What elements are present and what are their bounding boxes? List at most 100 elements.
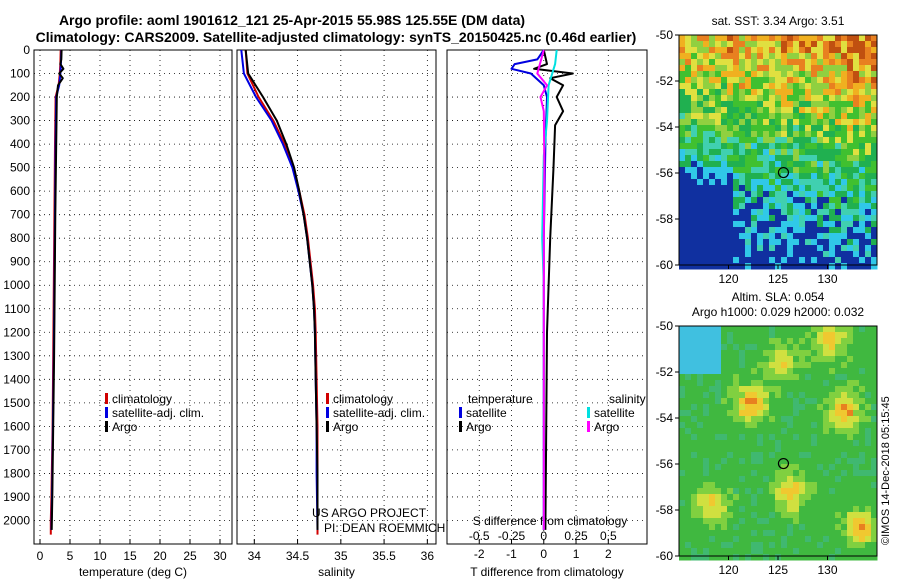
p-sst-cell — [817, 191, 824, 198]
p-sla-cell — [865, 428, 872, 435]
p-sst-cell — [859, 89, 866, 96]
p-sst-cell — [763, 89, 770, 96]
p-sst-cell — [865, 161, 872, 168]
p-sst-cell — [763, 143, 770, 150]
p-sla-cell — [817, 464, 824, 471]
p-sst-cell — [805, 233, 812, 240]
p-sst-cell — [757, 263, 764, 270]
p-sst-cell — [859, 77, 866, 84]
p-sla-cell — [757, 518, 764, 525]
p-sst-cell — [829, 191, 836, 198]
p-sla-cell — [781, 386, 788, 393]
p-sst-cell — [745, 257, 752, 264]
p-sla-cell — [823, 434, 830, 441]
p-sla-cell — [733, 362, 740, 369]
p-sla-cell — [817, 338, 824, 345]
p-sst-cell — [787, 41, 794, 48]
p-sla-cell — [811, 494, 818, 501]
p-sst-cell — [691, 89, 698, 96]
p-sla-cell — [763, 380, 770, 387]
p-sla-cell — [679, 530, 686, 537]
p-sst-cell — [811, 41, 818, 48]
p-sla-cell — [739, 350, 746, 357]
p-sla-cell — [781, 332, 788, 339]
p-sst-cell — [745, 53, 752, 60]
p-sst-cell — [691, 125, 698, 132]
p-sla-cell — [721, 434, 728, 441]
p-sst-cell — [769, 257, 776, 264]
p-sst-cell — [865, 101, 872, 108]
p-sla-cell — [853, 452, 860, 459]
p-sst-cell — [679, 227, 686, 234]
p-sla-cell — [829, 494, 836, 501]
p-sla-cell — [781, 350, 788, 357]
p-sla-cell — [757, 470, 764, 477]
p-sla-cell — [817, 428, 824, 435]
p-sst-cell — [709, 191, 716, 198]
p-sst-cell — [721, 107, 728, 114]
p-sst-cell — [823, 131, 830, 138]
p-sst-cell — [775, 167, 782, 174]
p-sla-cell — [769, 380, 776, 387]
p-sst-cell — [685, 53, 692, 60]
p-sla-cell — [763, 350, 770, 357]
p-sst-cell — [871, 131, 878, 138]
p-sst-cell — [757, 137, 764, 144]
p-sst-cell — [829, 263, 836, 270]
p-sst-cell — [835, 149, 842, 156]
p-sla-cell — [697, 380, 704, 387]
p-sla-cell — [787, 374, 794, 381]
p-sst-cell — [769, 119, 776, 126]
p-sla-cell — [727, 404, 734, 411]
p-sst-cell — [697, 101, 704, 108]
p-sst-cell — [739, 65, 746, 72]
p-sst-cell — [787, 131, 794, 138]
p-sst-cell — [805, 41, 812, 48]
p-sla-cell — [835, 350, 842, 357]
p-sst-cell — [715, 161, 722, 168]
p-sst-cell — [853, 209, 860, 216]
p-sst-cell — [871, 35, 878, 42]
p-sst-cell — [847, 209, 854, 216]
p-sla-cell — [697, 440, 704, 447]
p-sla-cell — [685, 464, 692, 471]
p-sst-cell — [709, 245, 716, 252]
p-sla-cell — [841, 416, 848, 423]
p-sst-cell — [847, 263, 854, 270]
p-sla-ytick-label: -54 — [656, 411, 674, 425]
p-sla-cell — [823, 470, 830, 477]
p-sst-cell — [739, 41, 746, 48]
p-sst-cell — [859, 245, 866, 252]
p-sst-cell — [691, 155, 698, 162]
p-sst-cell — [781, 65, 788, 72]
p-sla-cell — [829, 518, 836, 525]
p-sla-cell — [823, 386, 830, 393]
p-sla-cell — [697, 530, 704, 537]
p-sla-cell — [835, 524, 842, 531]
p-sst-cell — [709, 65, 716, 72]
p-sst-cell — [703, 143, 710, 150]
p-sst-cell — [709, 215, 716, 222]
p-sla-cell — [691, 332, 698, 339]
p-sla-cell — [769, 326, 776, 333]
p-sst-cell — [769, 71, 776, 78]
p-sla-cell — [697, 374, 704, 381]
p-sla-cell — [841, 518, 848, 525]
p-sla-cell — [739, 536, 746, 543]
p-sst-cell — [823, 155, 830, 162]
p-sst-cell — [709, 167, 716, 174]
p-sla-cell — [691, 524, 698, 531]
salinity-legend-0-swatch — [326, 393, 329, 404]
p-sla-cell — [841, 464, 848, 471]
p-sst-cell — [799, 167, 806, 174]
p-sst-cell — [805, 53, 812, 60]
p-sst-ytick-label: -52 — [656, 74, 674, 88]
p-sst-cell — [715, 143, 722, 150]
legend-s-argo-swatch — [587, 421, 590, 432]
p-sst-cell — [709, 257, 716, 264]
p-sst-cell — [799, 65, 806, 72]
p-sla-cell — [859, 380, 866, 387]
p-sla-cell — [763, 440, 770, 447]
p-sst-cell — [757, 239, 764, 246]
